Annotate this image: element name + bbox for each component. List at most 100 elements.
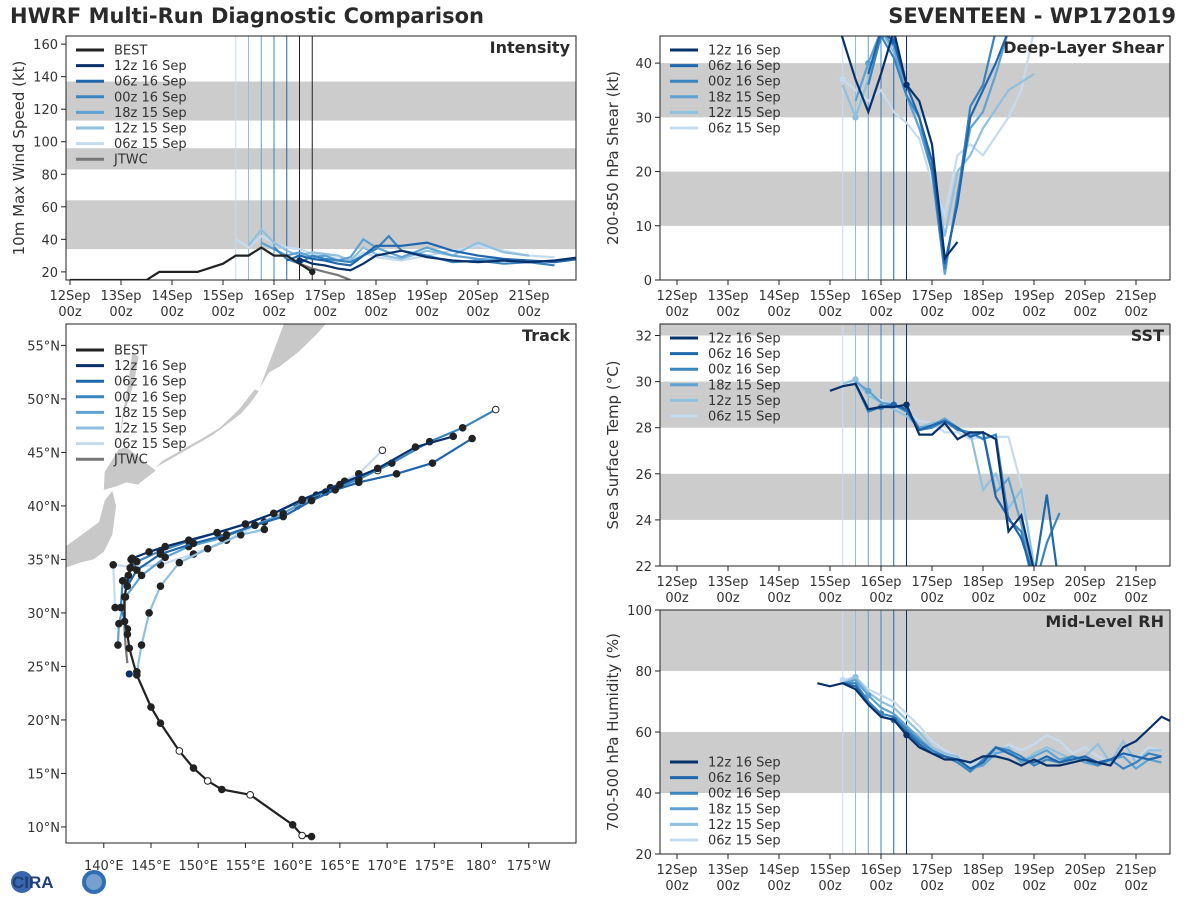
track-series-point [307,496,316,505]
shear-init-marker [839,76,846,83]
shear-x-tick-label: 20Sep [1064,289,1105,304]
shear-init-marker [903,81,910,89]
intensity-legend-label: 06z 15 Sep [114,137,187,152]
track-series-point [156,550,165,558]
shear-x-tick-label: 00z [971,305,995,320]
intensity-x-tick-label: 00z [313,305,337,320]
sst-x-tick-label: 19Sep [1013,575,1054,590]
shear-x-tick-label: 16Sep [860,289,901,304]
intensity-y-tick-label: 80 [41,168,58,183]
track-x-tick-label: 175°E [415,859,455,874]
track-panel-title: Track [522,326,570,345]
rh-x-tick-label: 00z [665,879,689,894]
land-kamchatka [259,324,326,389]
shear-x-tick-label: 17Sep [911,289,952,304]
track-legend-label: BEST [114,344,147,359]
shear-y-tick-label: 10 [635,220,652,235]
intensity-x-tick-label: 15Sep [202,289,243,304]
shear-plot-area [660,36,1170,280]
shear-x-tick-label: 00z [818,305,842,320]
storm-name: SEVENTEEN - WP172019 [888,4,1176,28]
shear-x-tick-label: 00z [767,305,791,320]
rh-y-tick-label: 80 [635,665,652,680]
shear-y-tick-label: 0 [644,274,652,289]
shear-series-line [840,36,959,262]
track-y-tick-label: 55°N [27,339,60,354]
sst-shade-band [660,473,1170,520]
track-series-line [126,437,473,587]
rh-y-tick-label: 100 [627,604,652,619]
sst-x-tick-label: 12Sep [656,575,697,590]
track-series-point [491,405,500,414]
track-best-point [124,571,133,580]
track-series-point [411,443,420,451]
sst-y-tick-label: 22 [635,560,652,575]
track-series-point [428,459,437,467]
intensity-x-tick-label: 00z [466,305,490,320]
rh-x-tick-label: 19Sep [1013,863,1054,878]
track-best-point [175,747,184,755]
rh-x-tick-label: 00z [1022,879,1046,894]
track-series-point [241,520,250,528]
sst-x-tick-label: 00z [818,591,842,606]
sst-init-marker [865,387,872,395]
track-best-point [156,719,165,727]
shear-init-marker [865,59,872,67]
shear-x-tick-label: 00z [869,305,893,320]
track-best-point [147,703,155,711]
shear-shade-band [660,171,1170,226]
rh-x-tick-label: 18Sep [962,863,1003,878]
intensity-x-tick-label: 00z [517,305,541,320]
sst-x-tick-label: 16Sep [860,575,901,590]
rh-x-tick-label: 14Sep [758,863,799,878]
intensity-x-tick-label: 20Sep [457,289,498,304]
shear-legend-label: 12z 15 Sep [708,106,781,121]
shear-panel: 01020304012Sep00z13Sep00z14Sep00z15Sep00… [604,35,1171,320]
rh-x-tick-label: 13Sep [707,863,748,878]
rh-plot-area [660,610,1170,854]
sst-x-tick-label: 00z [971,591,995,606]
shear-y-tick-label: 40 [635,57,652,72]
track-series-point [222,531,231,539]
best-current-marker [309,268,316,276]
track-series-point [118,577,127,585]
track-legend-label: 00z 16 Sep [114,390,187,405]
track-series-point [373,464,382,473]
track-best-point [120,617,129,626]
intensity-x-tick-label: 21Sep [508,289,549,304]
rh-init-marker [903,731,910,739]
track-series-point [298,495,306,504]
sst-y-tick-label: 26 [635,468,652,483]
shear-panel-title: Deep-Layer Shear [1003,38,1164,57]
intensity-series-line [299,249,576,272]
intensity-x-tick-label: 14Sep [151,289,192,304]
rh-panel-title: Mid-Level RH [1045,612,1164,631]
shear-legend-label: 12z 16 Sep [708,44,781,59]
intensity-legend-label: 12z 16 Sep [114,59,187,74]
sst-y-tick-label: 24 [635,514,652,529]
shear-x-tick-label: 13Sep [707,289,748,304]
intensity-y-tick-label: 60 [41,201,58,216]
track-series-point [458,424,467,432]
track-series-point [279,512,288,521]
sst-legend-label: 06z 16 Sep [708,347,781,362]
track-series-point [251,521,259,529]
logo-badge-inner-icon [86,874,102,890]
sst-panel: 22242628303212Sep00z13Sep00z14Sep00z15Se… [604,323,1171,606]
track-plot-area [66,324,500,841]
rh-x-tick-label: 00z [971,879,995,894]
track-best-point [298,831,306,840]
sst-series-line [854,383,1058,566]
shear-x-tick-label: 00z [1022,305,1046,320]
rh-x-tick-label: 00z [818,879,842,894]
intensity-y-tick-label: 160 [33,38,58,53]
track-x-tick-label: 155°E [226,859,266,874]
rh-x-tick-label: 00z [1124,879,1148,894]
track-series-point [145,548,153,556]
rh-y-tick-label: 60 [635,726,652,741]
track-x-tick-label: 160°E [273,859,313,874]
rh-legend-label: 06z 16 Sep [708,771,781,786]
track-y-tick-label: 30°N [27,607,60,622]
track-y-tick-label: 35°N [27,553,60,568]
rh-y-axis-label: 700-500 hPa Humidity (%) [604,633,622,831]
